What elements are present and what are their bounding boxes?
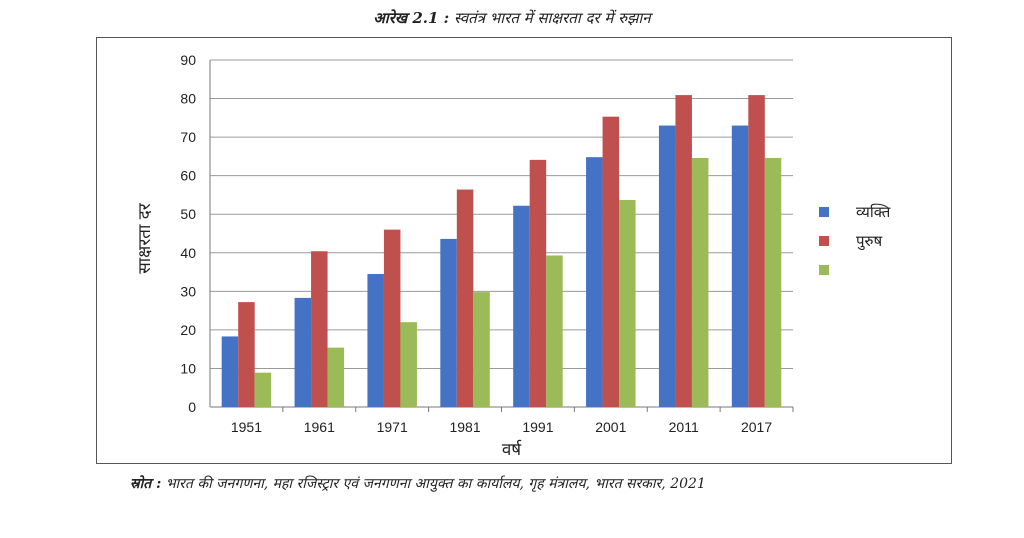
figure-title: आरेख 2.1 : स्वतंत्र भारत में साक्षरता दर… — [0, 8, 1024, 28]
bar — [619, 199, 636, 407]
bar — [327, 347, 345, 407]
figure-title-text: स्वतंत्र भारत में साक्षरता दर में रुझान — [453, 9, 651, 27]
x-tick-label: 2017 — [741, 419, 772, 435]
y-tick-label: 70 — [180, 129, 196, 145]
bar — [311, 251, 328, 407]
bar — [400, 322, 417, 407]
x-tick-label: 1991 — [522, 419, 553, 435]
y-tick-label: 90 — [180, 52, 196, 68]
bar — [546, 255, 563, 407]
chart-frame — [96, 37, 952, 464]
y-tick-label: 30 — [180, 283, 196, 299]
x-tick-label: 2001 — [595, 419, 626, 435]
source-label: स्रोत : — [130, 476, 162, 492]
x-axis-title: वर्ष — [502, 439, 522, 460]
bar — [675, 95, 692, 407]
bar — [221, 336, 239, 407]
x-tick-label: 1971 — [377, 419, 408, 435]
bar — [602, 116, 620, 407]
bar — [691, 157, 709, 407]
bar — [658, 125, 676, 408]
source-note: स्रोत : भारत की जनगणना, महा रजिस्ट्रार ए… — [130, 474, 930, 493]
y-tick-label: 20 — [180, 322, 196, 338]
bar — [383, 229, 401, 407]
bar — [586, 157, 603, 407]
figure-label: आरेख 2.1 : — [373, 9, 450, 27]
bar — [764, 157, 782, 407]
x-tick-label: 1981 — [449, 419, 480, 435]
legend-swatch — [819, 236, 829, 246]
x-tick-label: 1951 — [231, 419, 262, 435]
source-text: भारत की जनगणना, महा रजिस्ट्रार एवं जनगणन… — [165, 476, 706, 492]
bar — [456, 189, 474, 407]
bar — [748, 95, 765, 407]
legend-swatch — [819, 265, 829, 275]
bar — [731, 125, 749, 408]
bar — [238, 302, 255, 407]
bar — [254, 372, 272, 407]
bar — [367, 273, 384, 407]
y-tick-label: 10 — [180, 360, 196, 376]
bar — [529, 159, 547, 407]
y-tick-label: 0 — [188, 399, 196, 415]
legend-swatch — [819, 207, 829, 217]
bar — [473, 292, 490, 407]
legend-label: पुरुष — [856, 232, 882, 251]
x-tick-label: 2011 — [669, 419, 699, 435]
y-tick-label: 50 — [180, 206, 196, 222]
y-axis-title: साक्षरता दर — [135, 202, 155, 274]
x-tick-label: 1961 — [304, 419, 335, 435]
legend-label: व्यक्ति — [856, 203, 891, 221]
bar — [440, 238, 457, 407]
bar — [294, 297, 312, 407]
y-tick-label: 40 — [180, 245, 196, 261]
bar — [513, 205, 530, 407]
y-tick-label: 60 — [180, 168, 196, 184]
y-tick-label: 80 — [180, 91, 196, 107]
